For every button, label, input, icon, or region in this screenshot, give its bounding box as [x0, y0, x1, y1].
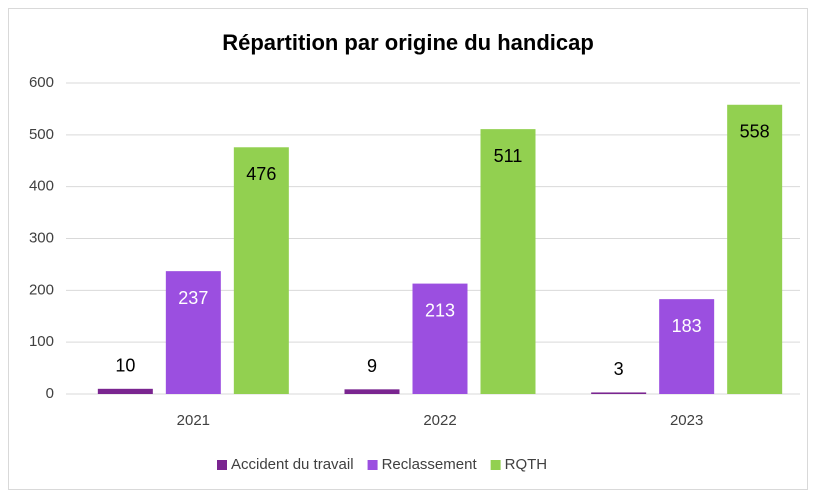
bar: [165, 271, 221, 394]
bar: [659, 299, 715, 394]
bar: [727, 104, 783, 395]
x-tick-label: 2022: [423, 412, 456, 429]
data-label: 9: [367, 356, 377, 376]
legend-label: Accident du travail: [231, 456, 354, 473]
bar: [412, 283, 468, 394]
y-tick-label: 200: [29, 281, 54, 298]
legend-swatch: [367, 460, 378, 470]
x-tick-label: 2023: [670, 412, 703, 429]
bar: [97, 388, 153, 394]
x-tick-label: 2021: [177, 412, 210, 429]
data-label: 511: [494, 146, 523, 166]
legend-swatch: [490, 460, 501, 470]
y-tick-label: 400: [29, 178, 54, 195]
y-tick-label: 500: [29, 126, 54, 143]
chart-title: Répartition par origine du handicap: [222, 30, 594, 55]
bar: [591, 392, 647, 394]
data-label: 476: [246, 164, 276, 184]
y-tick-label: 100: [29, 333, 54, 350]
y-tick-label: 300: [29, 229, 54, 246]
legend-swatch: [217, 460, 227, 470]
legend-label: RQTH: [505, 456, 548, 473]
chart-frame: [8, 8, 808, 490]
y-tick-label: 0: [46, 385, 54, 402]
data-label: 213: [425, 300, 455, 320]
bar: [233, 147, 289, 394]
legend-label: Reclassement: [382, 456, 478, 473]
bar: [480, 129, 536, 395]
data-label: 183: [672, 316, 702, 336]
y-tick-label: 600: [29, 74, 54, 91]
data-label: 558: [740, 122, 770, 142]
data-label: 3: [614, 359, 624, 379]
data-label: 237: [178, 288, 208, 308]
data-label: 10: [115, 356, 135, 376]
bar: [344, 389, 400, 394]
